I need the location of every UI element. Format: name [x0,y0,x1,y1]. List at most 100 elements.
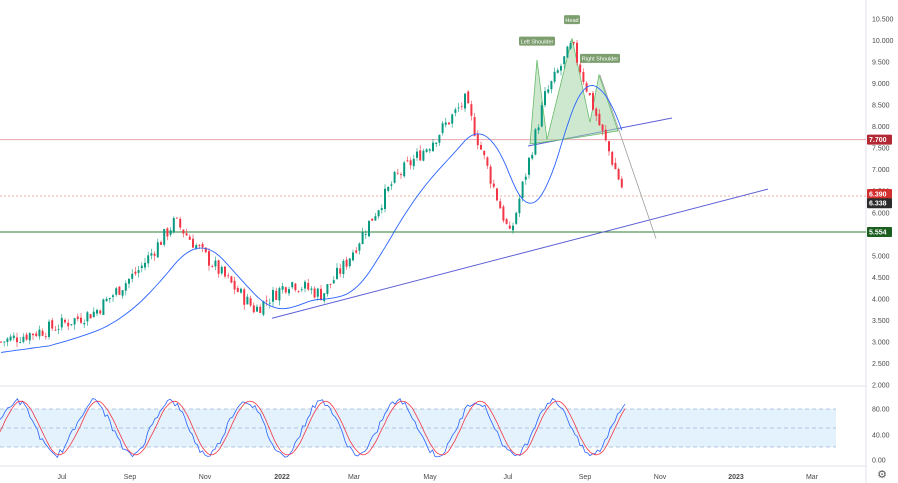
candle-body [99,310,102,314]
candle-body [32,333,34,336]
candle-body [368,220,370,237]
candle-body [92,311,95,318]
candle-body [313,288,316,298]
candle-body [211,266,214,268]
gear-icon[interactable]: ⚙ [877,468,887,481]
candle-body [448,122,450,125]
osc-y-tick-label: 80.00 [872,407,890,414]
candle-body [153,253,156,256]
candle-body [416,151,418,158]
candle-body [400,174,402,175]
pattern-annotation-label: Right Shoulder [582,57,619,63]
candle-body [592,93,594,110]
candle-body [259,306,262,314]
candle-body [499,201,502,209]
candle-body [611,151,614,165]
candle-body [108,297,111,300]
candle-body [403,162,406,177]
candle-body [249,298,252,306]
x-tick-label: Sep [579,474,592,481]
candle-body [467,91,470,104]
candle-body [604,129,607,141]
candle-body [76,316,79,319]
candle-body [428,149,431,151]
candle-body [323,293,326,302]
candle-body [345,259,348,267]
candle-body [579,64,582,73]
candle-body [124,283,127,291]
candle-body [336,267,338,279]
candle-body [233,280,236,290]
candle-body [217,260,220,274]
candle-body [169,230,172,235]
candle-body [348,258,351,267]
candle-body [598,113,601,126]
candle-body [508,225,511,229]
candle-body [412,158,415,167]
candle-body [144,262,146,268]
candle-body [96,309,98,314]
support-trendline [271,188,769,319]
candle-body [425,149,428,152]
y-tick-label: 6.000 [872,210,890,217]
candle-body [89,314,92,319]
candle-body [83,323,86,325]
candle-body [572,42,575,44]
candle-body [256,306,258,312]
pattern-annotation-label: Head [565,18,578,24]
x-tick-label: Jul [58,474,67,481]
candle-body [188,236,191,240]
candle-body [102,299,105,315]
candle-body [115,288,118,295]
candle-body [22,336,25,342]
price-tag [867,198,892,209]
candle-body [44,336,47,337]
candle-body [617,168,620,180]
candle-body [438,134,441,143]
candle-body [492,183,495,187]
candle-body [406,160,409,162]
candle-body [220,266,223,274]
candle-body [464,93,466,109]
candle-body [563,56,566,65]
candle-body [262,301,265,315]
candle-body [460,105,463,107]
candle-body [534,129,537,155]
candle-body [329,283,332,285]
candle-body [569,43,572,49]
candle-body [121,290,124,296]
candle-body [201,243,204,248]
candle-body [419,150,422,161]
candle-body [172,218,175,232]
candle-body [272,290,274,302]
candle-body [582,71,585,83]
candle-body [432,142,434,152]
candle-body [240,288,242,293]
candle-body [64,319,66,323]
candle-body [70,324,73,326]
price-tag-label: 6.390 [869,191,887,198]
candle-body [304,281,306,289]
candle-body [60,317,63,328]
candle-body [451,114,454,124]
candle-body [601,124,604,131]
candle-body [265,300,268,302]
candle-body [524,176,527,180]
price-tag [867,226,892,237]
candle-body [544,91,546,106]
candle-body [0,341,2,343]
y-tick-label: 7.500 [872,146,890,153]
osc-y-tick-label: 0.00 [872,458,886,465]
candle-body [377,210,380,217]
candle-body [496,188,498,201]
candle-body [25,334,28,340]
candle-body [179,218,182,228]
candle-body [284,287,287,293]
y-tick-label: 3.000 [872,339,890,346]
candle-body [608,141,610,152]
candle-body [291,282,294,288]
candle-body [576,42,578,63]
candle-body [620,178,623,188]
candle-body [281,286,284,290]
candle-body [35,333,38,336]
